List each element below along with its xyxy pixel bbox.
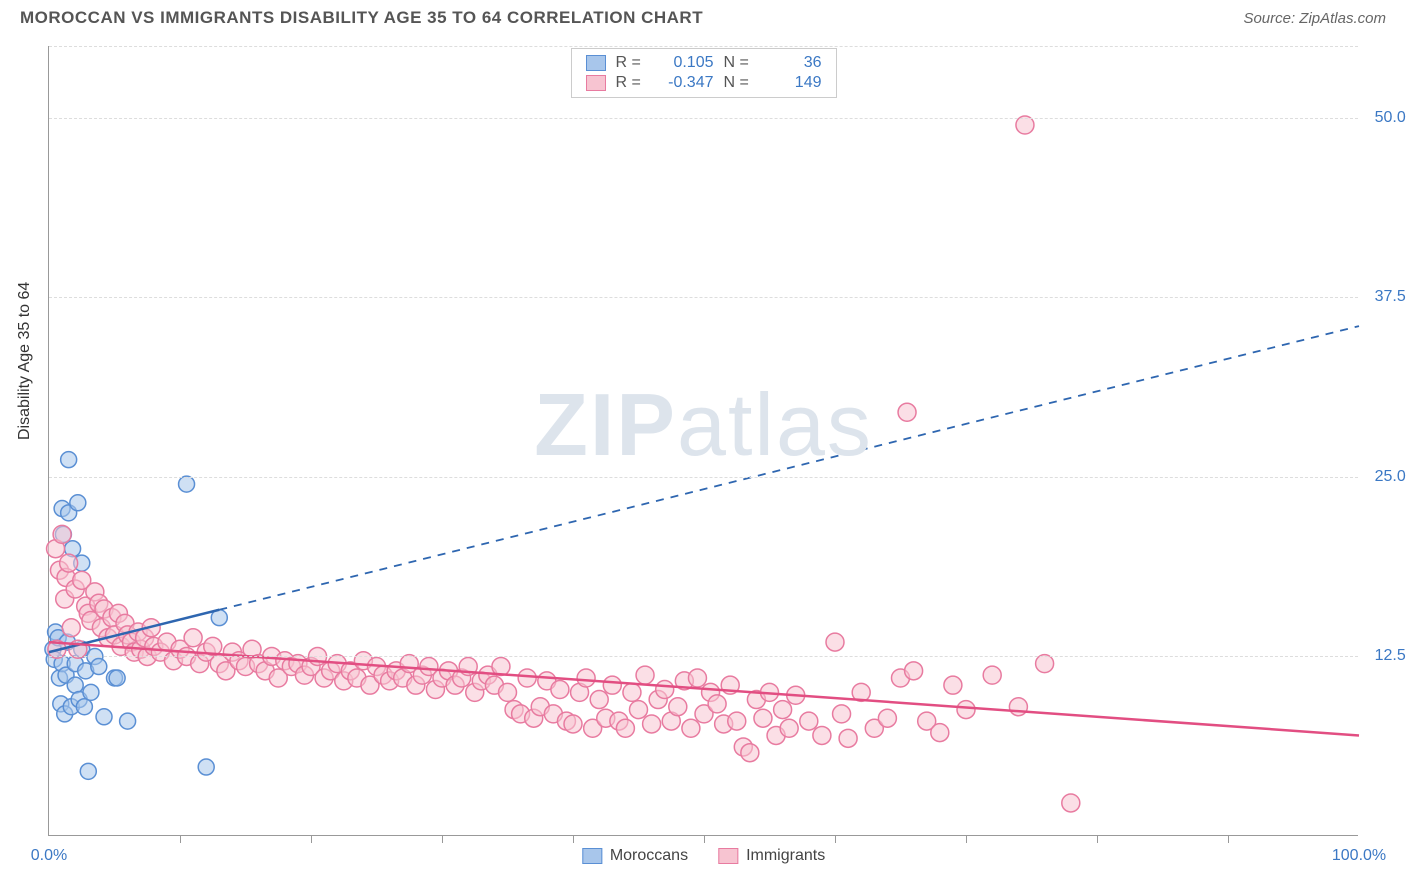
scatter-point [741,744,759,762]
gridline [49,477,1358,478]
scatter-point [898,403,916,421]
xtick [966,835,967,843]
scatter-point [96,709,112,725]
scatter-point [833,705,851,723]
stat-n-moroccans: 36 [762,54,822,72]
scatter-point [931,724,949,742]
xtick [1228,835,1229,843]
chart-source: Source: ZipAtlas.com [1243,10,1386,27]
scatter-point [62,619,80,637]
scatter-point [656,680,674,698]
stat-label-n: N = [724,74,752,92]
stat-label-r: R = [616,74,644,92]
swatch-moroccans [586,55,606,71]
scatter-point [839,729,857,747]
scatter-point [603,676,621,694]
scatter-point [800,712,818,730]
chart-title: MOROCCAN VS IMMIGRANTS DISABILITY AGE 35… [20,8,703,28]
gridline [49,118,1358,119]
scatter-point [76,699,92,715]
ytick-label: 37.5% [1375,288,1406,306]
legend-label-immigrants: Immigrants [746,847,825,865]
xtick [835,835,836,843]
xtick [1097,835,1098,843]
scatter-point [774,701,792,719]
chart-svg [49,46,1358,835]
scatter-point [630,701,648,719]
legend-row-moroccans: R = 0.105 N = 36 [586,53,822,73]
scatter-point [83,684,99,700]
xtick [180,835,181,843]
scatter-point [728,712,746,730]
xtick [704,835,705,843]
xtick [442,835,443,843]
legend-item-immigrants: Immigrants [718,847,825,865]
scatter-point [120,713,136,729]
scatter-point [70,495,86,511]
legend-label-moroccans: Moroccans [610,847,688,865]
scatter-point [1062,794,1080,812]
scatter-point [1009,698,1027,716]
scatter-point [669,698,687,716]
scatter-point [61,452,77,468]
scatter-point [623,683,641,701]
scatter-point [708,695,726,713]
swatch-moroccans-bottom [582,848,602,864]
ytick-label: 50.0% [1375,109,1406,127]
scatter-point [682,719,700,737]
xtick-label: 0.0% [31,847,67,865]
scatter-point [499,683,517,701]
y-axis-label: Disability Age 35 to 64 [16,282,34,440]
scatter-point [67,677,83,693]
legend-item-moroccans: Moroccans [582,847,688,865]
swatch-immigrants [586,75,606,91]
correlation-legend: R = 0.105 N = 36 R = -0.347 N = 149 [571,48,837,98]
trend-line-extrapolated [219,326,1359,610]
xtick-label: 100.0% [1332,847,1386,865]
scatter-point [826,633,844,651]
ytick-label: 25.0% [1375,468,1406,486]
scatter-point [878,709,896,727]
stat-label-r: R = [616,54,644,72]
stat-r-immigrants: -0.347 [654,74,714,92]
gridline [49,297,1358,298]
xtick [311,835,312,843]
scatter-point [91,659,107,675]
gridline [49,656,1358,657]
ytick-label: 12.5% [1375,647,1406,665]
scatter-point [957,701,975,719]
scatter-point [754,709,772,727]
scatter-point [198,759,214,775]
scatter-point [590,691,608,709]
scatter-point [179,476,195,492]
scatter-point [688,669,706,687]
gridline [49,46,1358,47]
scatter-point [616,719,634,737]
scatter-point [983,666,1001,684]
scatter-point [905,662,923,680]
scatter-point [518,669,536,687]
scatter-point [184,629,202,647]
scatter-point [53,525,71,543]
chart-plot-area: ZIPatlas R = 0.105 N = 36 R = -0.347 N =… [48,46,1358,836]
xtick [573,835,574,843]
scatter-point [944,676,962,694]
scatter-point [636,666,654,684]
scatter-point [60,554,78,572]
scatter-point [564,715,582,733]
scatter-point [551,680,569,698]
bottom-legend: Moroccans Immigrants [582,847,825,865]
stat-label-n: N = [724,54,752,72]
scatter-point [80,763,96,779]
scatter-point [813,726,831,744]
stat-n-immigrants: 149 [762,74,822,92]
swatch-immigrants-bottom [718,848,738,864]
legend-row-immigrants: R = -0.347 N = 149 [586,73,822,93]
scatter-point [780,719,798,737]
scatter-point [109,670,125,686]
scatter-point [577,669,595,687]
stat-r-moroccans: 0.105 [654,54,714,72]
scatter-point [643,715,661,733]
